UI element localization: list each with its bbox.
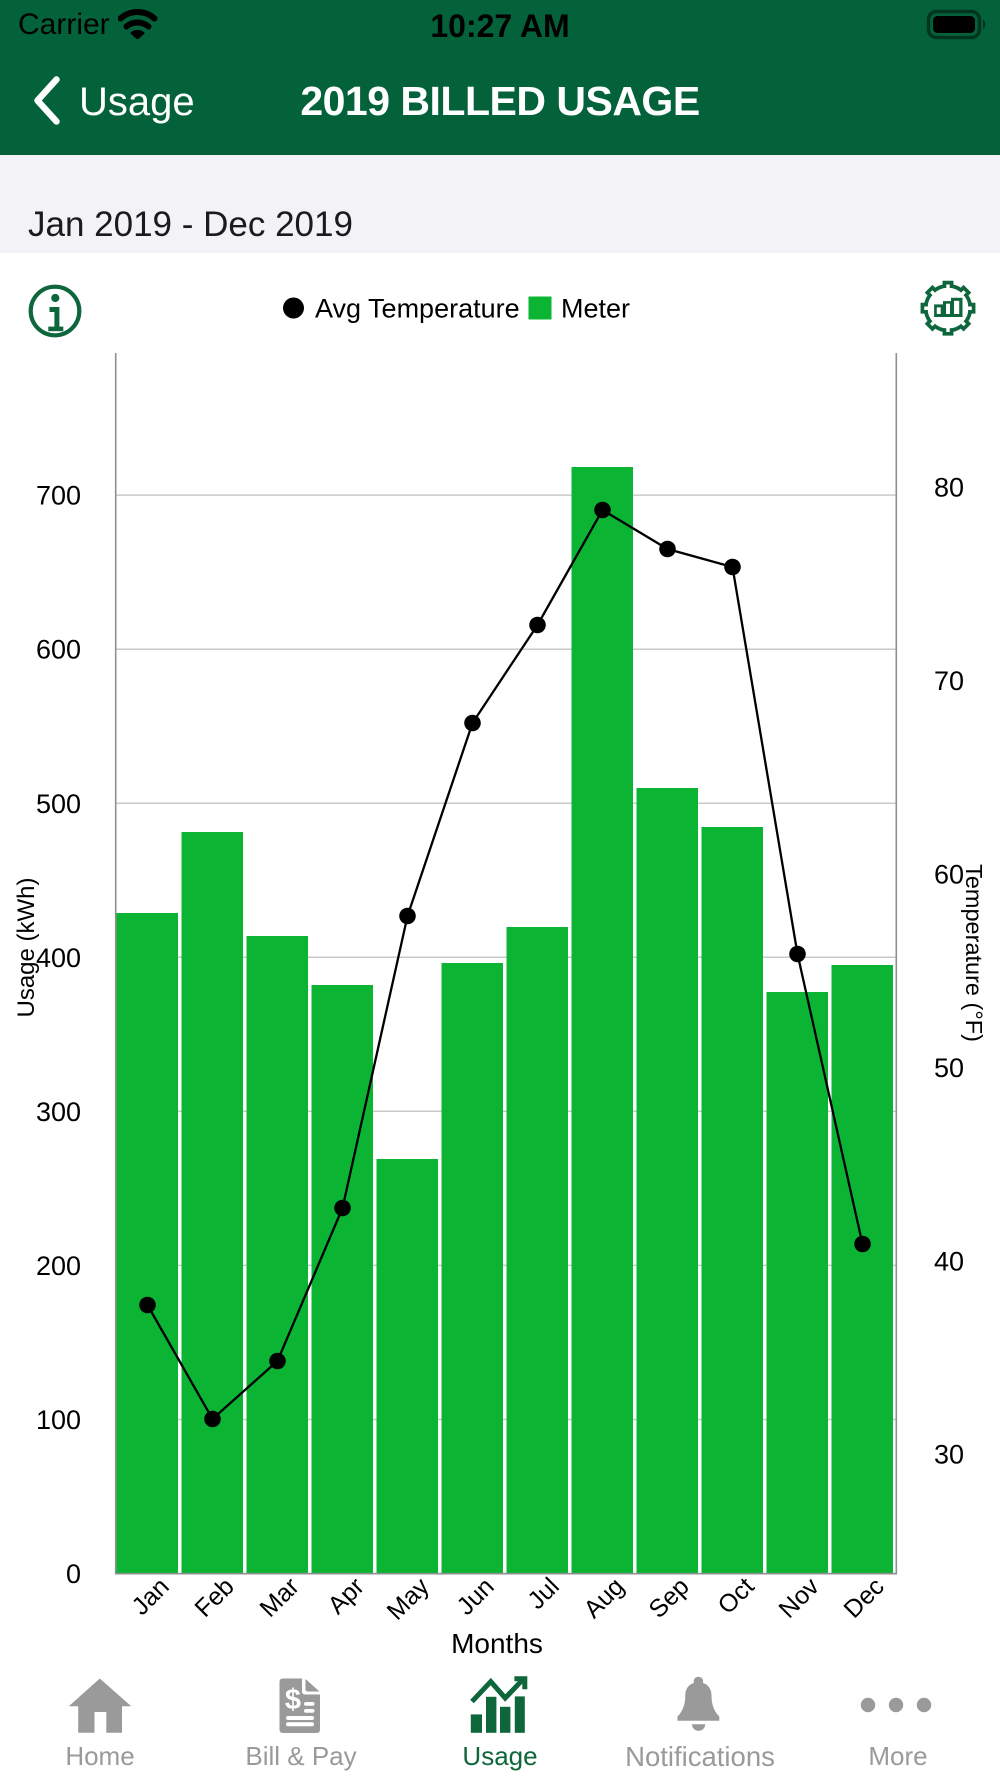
- svg-text:50: 50: [934, 1053, 964, 1083]
- svg-text:Mar: Mar: [254, 1572, 304, 1622]
- svg-text:700: 700: [36, 481, 81, 511]
- svg-text:30: 30: [934, 1440, 964, 1470]
- svg-text:60: 60: [934, 860, 964, 890]
- svg-text:300: 300: [36, 1097, 81, 1127]
- svg-text:100: 100: [36, 1405, 81, 1435]
- svg-text:Oct: Oct: [712, 1572, 759, 1619]
- svg-text:Months: Months: [451, 1628, 543, 1659]
- svg-text:Meter: Meter: [561, 294, 630, 324]
- svg-text:Aug: Aug: [578, 1572, 629, 1623]
- svg-text:200: 200: [36, 1251, 81, 1281]
- svg-text:Apr: Apr: [322, 1572, 369, 1619]
- svg-text:Usage (kWh): Usage (kWh): [13, 877, 40, 1017]
- svg-text:Jul: Jul: [522, 1572, 564, 1614]
- svg-text:80: 80: [934, 473, 964, 503]
- svg-text:70: 70: [934, 666, 964, 696]
- svg-text:May: May: [382, 1572, 436, 1626]
- svg-text:500: 500: [36, 789, 81, 819]
- svg-text:Jan: Jan: [126, 1572, 174, 1620]
- svg-text:Feb: Feb: [189, 1572, 239, 1622]
- svg-text:Avg Temperature: Avg Temperature: [315, 294, 520, 324]
- svg-text:600: 600: [36, 635, 81, 665]
- svg-text:0: 0: [66, 1559, 81, 1589]
- svg-text:Sep: Sep: [643, 1572, 694, 1623]
- svg-text:Temperature (°F): Temperature (°F): [961, 864, 987, 1042]
- svg-text:Nov: Nov: [773, 1572, 825, 1624]
- svg-text:Dec: Dec: [838, 1572, 889, 1623]
- svg-text:40: 40: [934, 1246, 964, 1276]
- svg-text:400: 400: [36, 943, 81, 973]
- svg-text:Jun: Jun: [451, 1572, 499, 1620]
- svg-text:$: $: [285, 1684, 301, 1716]
